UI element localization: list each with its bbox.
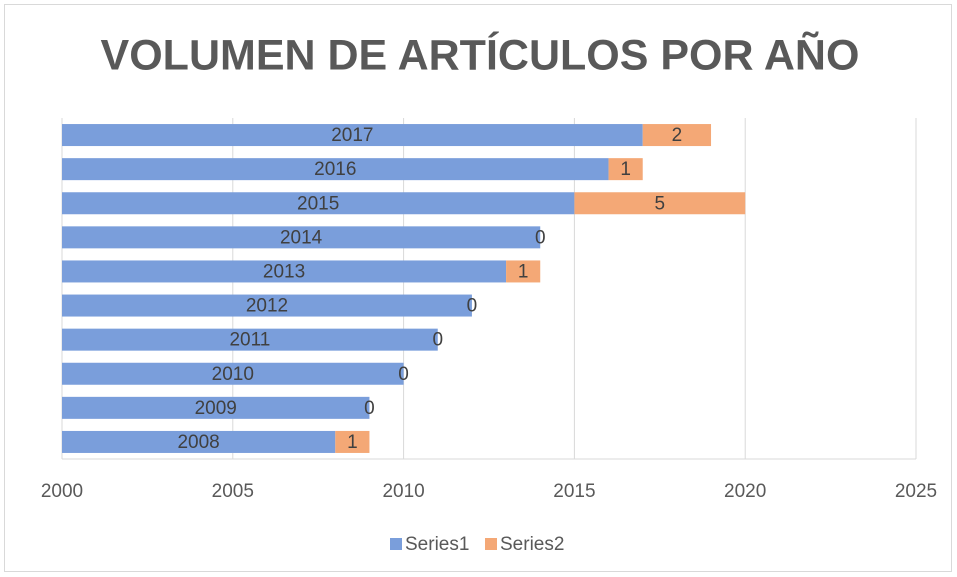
data-label: 0: [535, 227, 546, 248]
data-label: 1: [620, 159, 631, 180]
data-label: 0: [467, 296, 478, 317]
legend-swatch: [485, 538, 497, 550]
data-label: 5: [655, 193, 666, 214]
legend-label: Series2: [500, 534, 564, 555]
x-tick-label: 2010: [382, 481, 424, 502]
data-label: 2014: [280, 227, 323, 248]
x-tick-label: 2000: [41, 481, 83, 502]
data-label: 2008: [177, 432, 219, 453]
data-label: 2012: [246, 296, 288, 317]
bar: [574, 192, 746, 215]
data-label: 2011: [229, 330, 270, 351]
bar: [62, 260, 507, 283]
data-label: 2013: [263, 261, 305, 282]
data-label: 2016: [314, 159, 356, 180]
bar: [62, 226, 541, 249]
data-label: 1: [347, 432, 358, 453]
data-label: 2010: [212, 364, 254, 385]
bar: [62, 124, 643, 147]
x-tick-label: 2005: [212, 481, 254, 502]
bar: [608, 158, 643, 181]
data-label: 0: [398, 364, 409, 385]
bar: [62, 294, 472, 317]
bar: [335, 430, 370, 453]
data-label: 2017: [331, 125, 373, 146]
chart-border: [4, 4, 952, 572]
data-label: 0: [364, 398, 375, 419]
legend-swatch: [390, 538, 402, 550]
data-label: 2009: [195, 398, 237, 419]
bar: [62, 430, 336, 453]
x-tick-label: 2025: [895, 481, 937, 502]
legend-label: Series1: [405, 534, 469, 555]
bar: [62, 158, 609, 181]
data-label: 1: [518, 261, 529, 282]
bar: [62, 396, 370, 419]
chart-title: VOLUMEN DE ARTÍCULOS POR AÑO: [101, 31, 860, 79]
data-label: 0: [432, 330, 443, 351]
data-label: 2: [672, 125, 683, 146]
x-tick-label: 2015: [553, 481, 595, 502]
bar: [506, 260, 541, 283]
data-label: 2015: [297, 193, 339, 214]
bar: [62, 328, 438, 351]
bar: [642, 124, 712, 147]
bar: [62, 192, 575, 215]
x-tick-label: 2020: [724, 481, 766, 502]
bar: [62, 362, 404, 385]
